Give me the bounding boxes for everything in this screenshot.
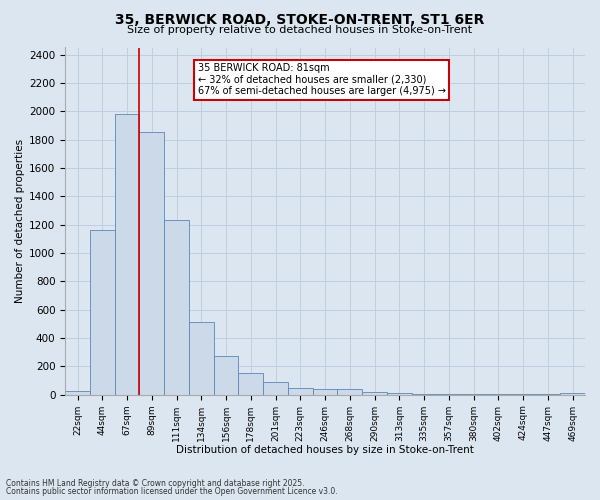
Bar (313, 389, 337, 394)
Bar (139, 132, 164, 394)
Bar (337, 390, 362, 394)
Text: Contains HM Land Registry data © Crown copyright and database right 2025.: Contains HM Land Registry data © Crown c… (6, 478, 305, 488)
X-axis label: Distribution of detached houses by size in Stoke-on-Trent: Distribution of detached houses by size … (176, 445, 474, 455)
Bar (164, 220, 189, 394)
Text: 35, BERWICK ROAD, STOKE-ON-TRENT, ST1 6ER: 35, BERWICK ROAD, STOKE-ON-TRENT, ST1 6E… (115, 12, 485, 26)
Bar (65, 391, 90, 394)
Bar (214, 356, 238, 395)
Bar (189, 322, 214, 394)
Bar (288, 388, 313, 394)
Bar (560, 392, 585, 394)
Bar (263, 382, 288, 394)
Bar (362, 392, 387, 394)
Bar (387, 392, 412, 394)
Text: 35 BERWICK ROAD: 81sqm
← 32% of detached houses are smaller (2,330)
67% of semi-: 35 BERWICK ROAD: 81sqm ← 32% of detached… (198, 63, 446, 96)
Bar (115, 114, 139, 394)
Bar (238, 374, 263, 394)
Y-axis label: Number of detached properties: Number of detached properties (15, 139, 25, 303)
Bar (90, 230, 115, 394)
Text: Contains public sector information licensed under the Open Government Licence v3: Contains public sector information licen… (6, 487, 338, 496)
Text: Size of property relative to detached houses in Stoke-on-Trent: Size of property relative to detached ho… (127, 25, 473, 35)
